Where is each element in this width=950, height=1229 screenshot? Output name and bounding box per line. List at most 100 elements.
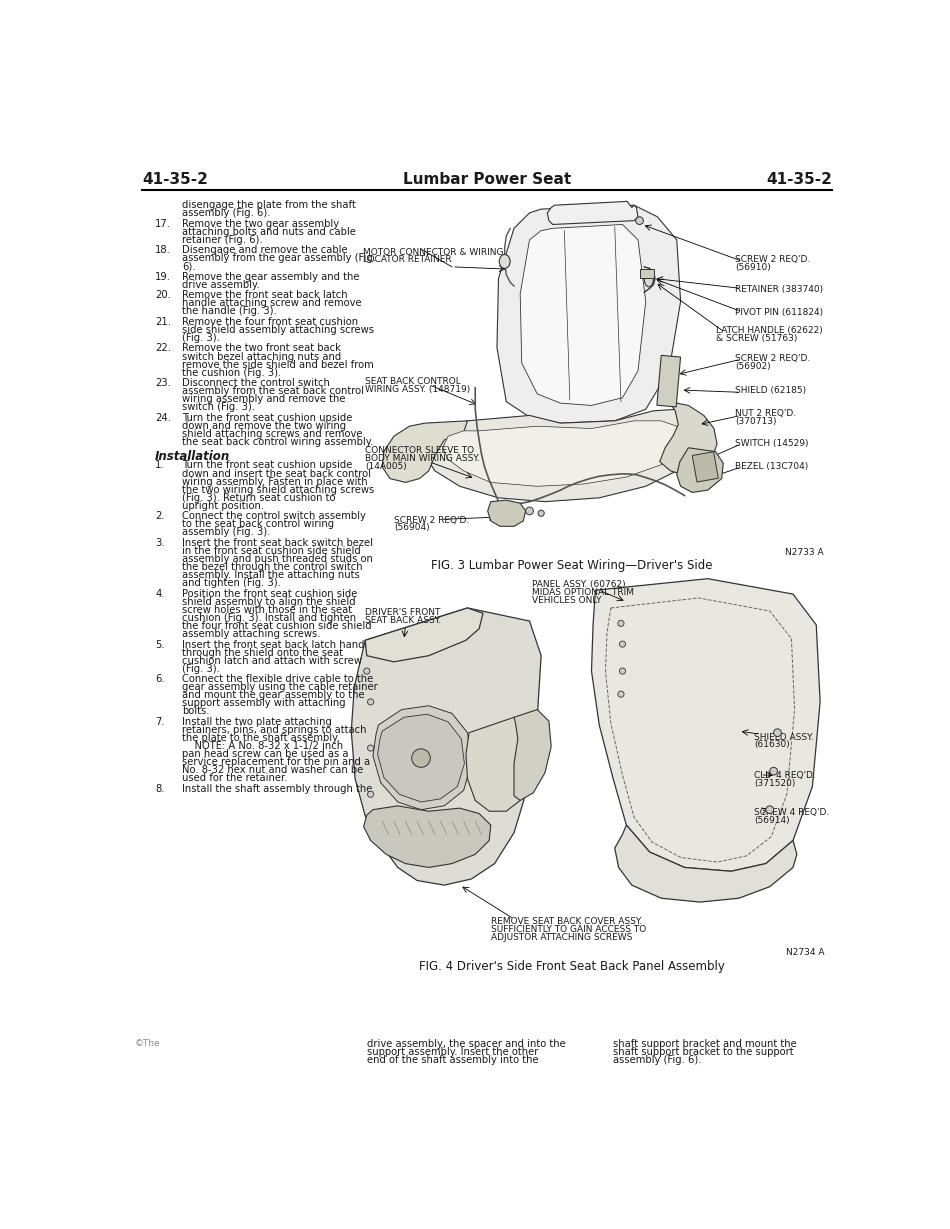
Text: SCREW 2 REQ'D.: SCREW 2 REQ'D. [735, 256, 810, 264]
Text: support assembly. Insert the other: support assembly. Insert the other [367, 1047, 538, 1057]
Text: PANEL ASSY. (60762): PANEL ASSY. (60762) [532, 580, 625, 589]
Text: 41-35-2: 41-35-2 [142, 172, 208, 187]
Text: SCREW 2 REQ'D.: SCREW 2 REQ'D. [394, 515, 469, 525]
Circle shape [411, 748, 430, 767]
Text: (370713): (370713) [735, 417, 776, 426]
Text: drive assembly, the spacer and into the: drive assembly, the spacer and into the [367, 1040, 565, 1050]
Circle shape [619, 669, 626, 675]
Circle shape [636, 216, 643, 225]
Text: 6).: 6). [182, 262, 196, 272]
Text: shaft support bracket to the support: shaft support bracket to the support [613, 1047, 794, 1057]
Text: assembly attaching screws.: assembly attaching screws. [182, 629, 321, 639]
Circle shape [619, 642, 626, 648]
Text: MIDAS OPTIONAL TRIM: MIDAS OPTIONAL TRIM [532, 587, 634, 597]
Text: and mount the gear assembly to the: and mount the gear assembly to the [182, 691, 365, 701]
Bar [639, 269, 654, 279]
Text: cushion (Fig. 3). Install and tighten: cushion (Fig. 3). Install and tighten [182, 613, 356, 623]
Text: and tighten (Fig. 3).: and tighten (Fig. 3). [182, 579, 281, 589]
Text: Connect the flexible drive cable to the: Connect the flexible drive cable to the [182, 675, 373, 685]
Text: RETAINER (383740): RETAINER (383740) [735, 285, 823, 294]
Text: 5.: 5. [155, 639, 164, 649]
Text: support assembly with attaching: support assembly with attaching [182, 698, 346, 708]
Text: Position the front seat cushion side: Position the front seat cushion side [182, 589, 357, 599]
Text: 1.: 1. [155, 461, 164, 471]
Polygon shape [659, 402, 717, 474]
Text: BEZEL (13C704): BEZEL (13C704) [735, 462, 808, 471]
Text: the handle (Fig. 3).: the handle (Fig. 3). [182, 306, 277, 317]
Text: wiring assembly. Fasten in place with: wiring assembly. Fasten in place with [182, 477, 368, 487]
Circle shape [364, 669, 370, 675]
Text: 3.: 3. [155, 538, 164, 548]
Text: Remove the gear assembly and the: Remove the gear assembly and the [182, 272, 360, 281]
Text: assembly (Fig. 6).: assembly (Fig. 6). [182, 208, 271, 218]
Text: the two wiring shield attaching screws: the two wiring shield attaching screws [182, 484, 374, 495]
Text: NOTE: A No. 8-32 x 1-1/2 inch: NOTE: A No. 8-32 x 1-1/2 inch [182, 741, 344, 751]
Bar [656, 355, 680, 407]
Text: Lumbar Power Seat: Lumbar Power Seat [403, 172, 571, 187]
Text: Turn the front seat cushion upside: Turn the front seat cushion upside [182, 413, 352, 423]
Text: CONNECTOR SLEEVE TO: CONNECTOR SLEEVE TO [365, 446, 474, 455]
Text: 6.: 6. [155, 675, 164, 685]
Bar [693, 452, 718, 482]
Text: retainers, pins, and springs to attach: retainers, pins, and springs to attach [182, 725, 367, 735]
Text: assembly (Fig. 6).: assembly (Fig. 6). [613, 1056, 702, 1066]
Text: gear assembly using the cable retainer: gear assembly using the cable retainer [182, 682, 378, 692]
Text: the four front seat cushion side shield: the four front seat cushion side shield [182, 621, 372, 630]
Text: 23.: 23. [155, 379, 171, 388]
Text: Insert the front seat back switch bezel: Insert the front seat back switch bezel [182, 538, 373, 548]
Circle shape [770, 767, 777, 775]
Text: (14A005): (14A005) [365, 462, 407, 471]
Text: Remove the two gear assembly: Remove the two gear assembly [182, 219, 339, 229]
Text: (56902): (56902) [735, 361, 770, 370]
Text: the plate to the shaft assembly.: the plate to the shaft assembly. [182, 732, 340, 744]
Circle shape [368, 791, 373, 798]
Text: shield assembly to align the shield: shield assembly to align the shield [182, 597, 356, 607]
Text: Remove the front seat back latch: Remove the front seat back latch [182, 290, 348, 300]
Text: side shield assembly attaching screws: side shield assembly attaching screws [182, 324, 374, 336]
Polygon shape [521, 225, 646, 406]
Polygon shape [592, 579, 820, 871]
Text: drive assembly.: drive assembly. [182, 280, 260, 290]
Text: switch (Fig. 3).: switch (Fig. 3). [182, 402, 256, 413]
Polygon shape [676, 447, 723, 493]
Polygon shape [443, 420, 683, 487]
Text: FIG. 3 Lumbar Power Seat Wiring—Driver's Side: FIG. 3 Lumbar Power Seat Wiring—Driver's… [431, 559, 712, 573]
Text: Connect the control switch assembly: Connect the control switch assembly [182, 511, 366, 521]
Circle shape [618, 621, 624, 627]
Text: the cushion (Fig. 3).: the cushion (Fig. 3). [182, 367, 281, 377]
Text: assembly from the seat back control: assembly from the seat back control [182, 386, 364, 396]
Text: handle attaching screw and remove: handle attaching screw and remove [182, 299, 362, 308]
Text: 21.: 21. [155, 317, 171, 327]
Text: & SCREW (51763): & SCREW (51763) [715, 334, 797, 343]
Polygon shape [364, 806, 491, 868]
Circle shape [368, 745, 373, 751]
Polygon shape [425, 409, 704, 501]
Text: Remove the four front seat cushion: Remove the four front seat cushion [182, 317, 358, 327]
Text: service replacement for the pin and a: service replacement for the pin and a [182, 757, 370, 767]
Polygon shape [466, 718, 533, 811]
Text: pan head screw can be used as a: pan head screw can be used as a [182, 750, 349, 760]
Text: Disengage and remove the cable: Disengage and remove the cable [182, 246, 348, 256]
Polygon shape [377, 714, 465, 803]
Text: (56904): (56904) [394, 524, 429, 532]
Text: SHIELD ASSY.: SHIELD ASSY. [754, 732, 814, 741]
Text: 19.: 19. [155, 272, 171, 281]
Circle shape [538, 510, 544, 516]
Text: (56910): (56910) [735, 263, 770, 272]
Text: (Fig. 3). Return seat cushion to: (Fig. 3). Return seat cushion to [182, 493, 335, 503]
Text: (Fig. 3).: (Fig. 3). [182, 664, 220, 673]
Text: Remove the two front seat back: Remove the two front seat back [182, 343, 341, 354]
Text: switch bezel attaching nuts and: switch bezel attaching nuts and [182, 351, 342, 361]
Text: PIVOT PIN (611824): PIVOT PIN (611824) [735, 307, 823, 317]
Text: assembly. Install the attaching nuts: assembly. Install the attaching nuts [182, 570, 360, 580]
Text: Disconnect the control switch: Disconnect the control switch [182, 379, 331, 388]
Text: 2.: 2. [155, 511, 164, 521]
Text: remove the side shield and bezel from: remove the side shield and bezel from [182, 360, 374, 370]
Text: Installation: Installation [155, 450, 231, 462]
Text: upright position.: upright position. [182, 501, 264, 511]
Text: Turn the front seat cushion upside: Turn the front seat cushion upside [182, 461, 352, 471]
Text: SWITCH (14529): SWITCH (14529) [735, 439, 808, 447]
Circle shape [766, 806, 773, 814]
Text: assembly from the gear assembly (Fig.: assembly from the gear assembly (Fig. [182, 253, 376, 263]
Text: 8.: 8. [155, 784, 164, 794]
